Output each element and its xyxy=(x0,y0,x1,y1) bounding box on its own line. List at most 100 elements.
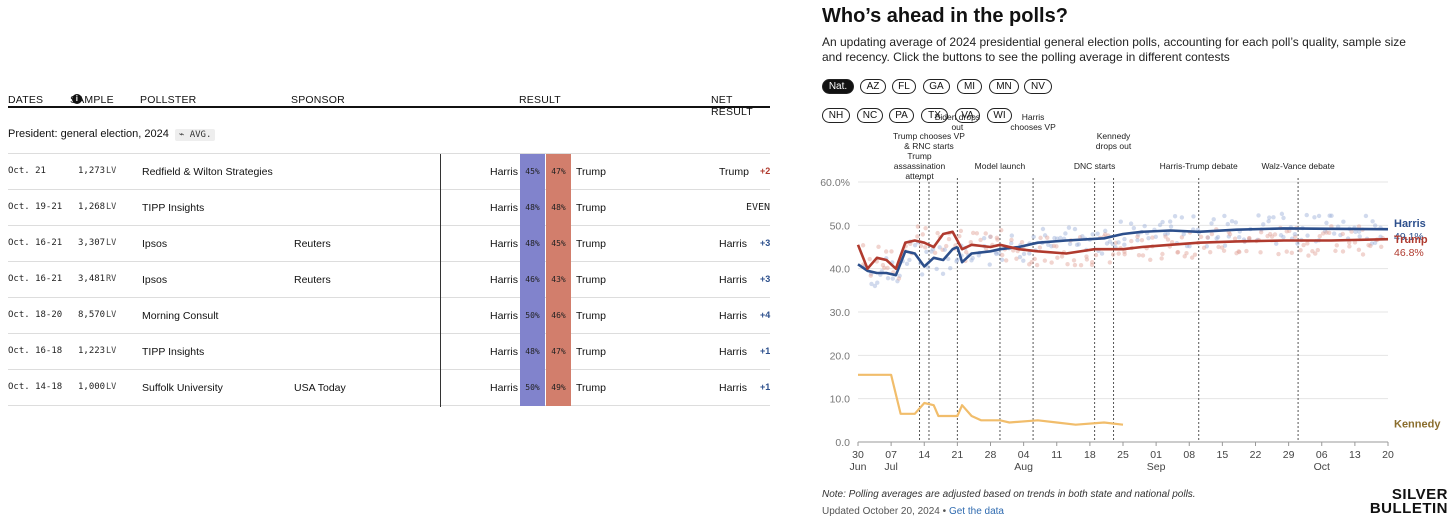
table-row[interactable]: Oct. 19-21 1,268 LV TIPP Insights Harris 48% 4… xyxy=(8,190,770,226)
x-tick-label: 11 xyxy=(1051,449,1062,461)
avg-badge[interactable]: ⌁ AVG. xyxy=(174,129,216,141)
trump-poll-dot xyxy=(1267,231,1273,237)
trump-poll-dot xyxy=(915,224,921,229)
col-dates[interactable]: DATES xyxy=(8,94,44,106)
group-label: President: general election, 2024 ⌁ AVG. xyxy=(8,128,216,141)
harris-poll-dot xyxy=(1281,234,1286,240)
table-row[interactable]: Oct. 16-21 3,307 LV Ipsos Reuters Harris 48% 45… xyxy=(8,226,770,262)
trump-poll-dot xyxy=(876,244,881,250)
x-tick-label: 29 xyxy=(1283,449,1295,461)
table-row[interactable]: Oct. 14-18 1,000 LV Suffolk University USA T… xyxy=(8,370,770,406)
trump-poll-dot xyxy=(889,249,894,254)
pollster-name[interactable]: Ipsos xyxy=(142,274,168,286)
trump-poll-dot xyxy=(1042,258,1048,263)
candidate-2: Trump xyxy=(576,202,606,214)
trump-poll-dot xyxy=(1284,229,1289,234)
trump-poll-dot xyxy=(1093,252,1099,258)
col-pollster[interactable]: POLLSTER xyxy=(140,94,197,106)
pollster-name[interactable]: TIPP Insights xyxy=(142,346,205,358)
trump-poll-dot xyxy=(1019,239,1025,245)
pollster-name[interactable]: Suffolk University xyxy=(142,382,223,394)
trump-poll-dot xyxy=(1077,234,1083,240)
trump-poll-dot xyxy=(1103,231,1108,237)
pollster-name[interactable]: TIPP Insights xyxy=(142,202,205,214)
brand-line-1: SILVER xyxy=(1391,486,1448,503)
sample-size: 1,223 xyxy=(78,346,106,356)
trump-poll-dot xyxy=(1027,262,1032,267)
contest-button-va[interactable]: VA xyxy=(955,108,980,123)
harris-pct: 45% xyxy=(525,167,540,176)
harris-poll-dot xyxy=(1153,234,1158,240)
trump-poll-dot xyxy=(923,226,928,231)
pollster-name[interactable]: Redfield & Wilton Strategies xyxy=(142,166,273,178)
contest-button-fl[interactable]: FL xyxy=(892,79,916,94)
contest-button-tx[interactable]: TX xyxy=(921,108,948,123)
poll-dates: Oct. 16-21 xyxy=(8,238,63,248)
pollster-name[interactable]: Morning Consult xyxy=(142,310,219,322)
sponsor-name: Reuters xyxy=(294,238,331,250)
trump-poll-dot xyxy=(1324,230,1329,235)
contest-button-nv[interactable]: NV xyxy=(1024,79,1052,94)
col-net-result[interactable]: NET RESULT xyxy=(711,94,753,118)
net-result-value: EVEN xyxy=(746,202,771,213)
trump-poll-dot xyxy=(1169,239,1175,245)
harris-poll-dot xyxy=(955,257,960,262)
harris-poll-dot xyxy=(904,261,910,266)
contest-button-nc[interactable]: NC xyxy=(857,108,883,123)
contest-button-mn[interactable]: MN xyxy=(989,79,1019,94)
silver-bulletin-logo[interactable]: SILVER BULLETIN xyxy=(1368,486,1448,516)
harris-poll-dot xyxy=(1160,219,1165,225)
contest-button-nat[interactable]: Nat. xyxy=(822,79,854,94)
pollster-name[interactable]: Ipsos xyxy=(142,238,168,250)
col-result[interactable]: RESULT xyxy=(519,94,561,106)
trump-poll-dot xyxy=(964,249,969,255)
harris-poll-dot xyxy=(942,247,947,252)
trump-poll-dot xyxy=(1175,250,1180,255)
harris-poll-dot xyxy=(1292,232,1298,237)
table-row[interactable]: Oct. 16-21 3,481 RV Ipsos Reuters Harris 46% 43… xyxy=(8,262,770,298)
trump-poll-dot xyxy=(1236,249,1241,254)
contest-button-mi[interactable]: MI xyxy=(957,79,982,94)
x-tick-label: 30 xyxy=(852,449,864,461)
table-row[interactable]: Oct. 21 1,273 LV Redfield & Wilton Strategi… xyxy=(8,154,770,190)
trump-poll-dot xyxy=(1346,240,1352,245)
candidate-2: Trump xyxy=(576,346,606,358)
harris-poll-dot xyxy=(875,280,880,285)
harris-poll-dot xyxy=(994,251,999,257)
trump-poll-dot xyxy=(1089,262,1095,268)
updated-date: Updated October 20, 2024 xyxy=(822,506,940,517)
trump-poll-dot xyxy=(915,234,920,239)
net-result-leader: Harris xyxy=(719,346,747,358)
contest-button-nh[interactable]: NH xyxy=(822,108,850,123)
contest-button-ga[interactable]: GA xyxy=(923,79,950,94)
harris-poll-dot xyxy=(869,281,874,287)
biden-average-line xyxy=(857,245,958,277)
trump-poll-dot xyxy=(988,234,993,239)
get-data-link[interactable]: Get the data xyxy=(948,506,1004,517)
trump-poll-dot xyxy=(896,276,902,281)
harris-poll-dot xyxy=(1222,213,1227,219)
harris-result-bar: 48% xyxy=(520,334,545,370)
contest-button-az[interactable]: AZ xyxy=(860,79,886,94)
trump-poll-dot xyxy=(1352,240,1358,245)
trump-poll-dot xyxy=(958,228,964,234)
harris-poll-dot xyxy=(1122,242,1127,247)
table-row[interactable]: Oct. 18-20 8,570 LV Morning Consult Harris 50… xyxy=(8,298,770,334)
table-row[interactable]: Oct. 16-18 1,223 LV TIPP Insights Harris 48% 4… xyxy=(8,334,770,370)
trump-poll-dot xyxy=(1014,256,1019,261)
col-sponsor[interactable]: SPONSOR xyxy=(291,94,345,106)
updated-line: Updated October 20, 2024 • Get the data xyxy=(822,506,1004,517)
contest-button-wi[interactable]: WI xyxy=(987,108,1012,123)
info-icon[interactable]: i xyxy=(72,94,82,104)
trump-poll-dot xyxy=(970,230,976,236)
harris-pct: 48% xyxy=(525,347,540,356)
trump-poll-dot xyxy=(883,249,889,254)
x-tick-label: 15 xyxy=(1217,449,1229,461)
trump-series-label: Trump xyxy=(1394,234,1428,246)
harris-poll-dot xyxy=(1110,241,1115,247)
contest-button-pa[interactable]: PA xyxy=(889,108,914,123)
harris-poll-dot xyxy=(1168,224,1174,229)
harris-series-value: 49.1% xyxy=(1394,231,1424,243)
trump-poll-dot xyxy=(1175,249,1181,255)
